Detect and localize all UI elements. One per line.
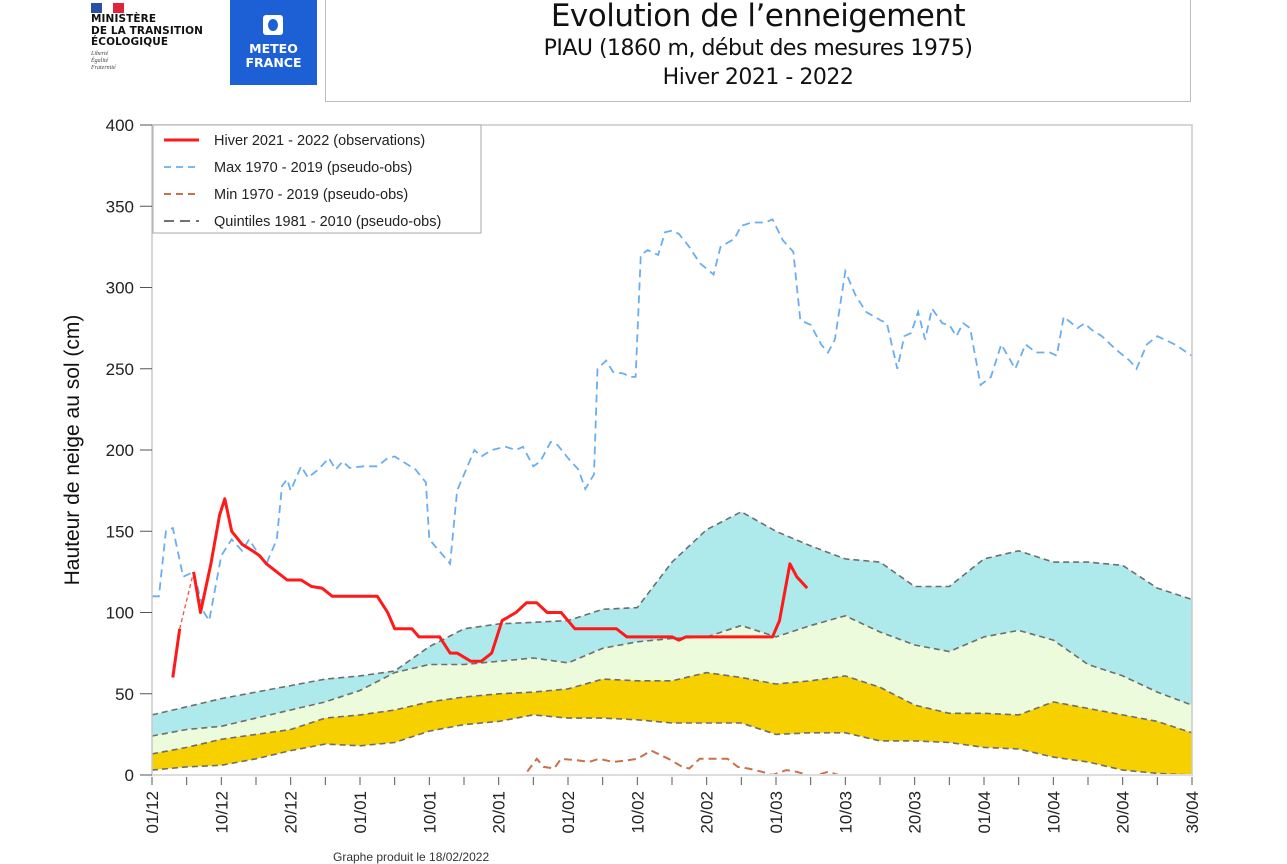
x-tick-label: 20/03 [906,791,925,834]
ministry-line-3: ÉCOLOGIQUE [91,36,169,48]
x-tick-label: 10/04 [1044,791,1063,834]
quintile-line-q80 [151,510,1193,716]
y-tick-label: 350 [106,197,134,216]
axes: 0 50 100 150 200 250 300 350 400 01/12 10/12 20/12 0… [106,116,1202,834]
x-tick-label: 10/03 [836,791,855,834]
band-q60-q80 [152,511,1192,736]
chart-title: Evolution de l’enneigement [550,0,966,34]
min-max-lines [152,218,1193,777]
observation-gap [179,571,195,629]
band-q20-q40 [152,672,1192,775]
y-tick-label: 400 [106,116,134,135]
legend: Hiver 2021 - 2022 (observations) Max 1970… [152,124,482,234]
ministry-line-2: DE LA TRANSITION [91,24,204,37]
y-tick-label: 150 [106,522,134,541]
y-tick-label: 250 [106,360,134,379]
legend-label-max: Max 1970 - 2019 (pseudo-obs) [214,160,412,176]
x-tick-label: 01/01 [351,791,370,834]
motto-line-1: Liberté [91,51,109,57]
chart-subtitle: PIAU (1860 m, début des mesures 1975) [543,36,973,61]
meteo-france-icon [263,15,283,35]
x-tick-label: 20/02 [698,791,717,834]
min-line [152,749,1192,777]
y-tick-label: 0 [125,766,134,785]
observation-segment [192,497,809,663]
motto-line-2: Égalité [91,58,109,64]
legend-label-observations: Hiver 2021 - 2022 (observations) [214,133,425,149]
x-tick-label: 01/04 [975,791,994,834]
x-tick-label: 20/04 [1114,791,1133,834]
y-tick-label: 50 [115,685,134,704]
observation-line [171,497,809,678]
meteo-logo-line-2: FRANCE [245,55,302,70]
x-tick-label: 20/01 [490,791,509,834]
y-tick-label: 300 [106,279,134,298]
y-axis-title: Hauteur de neige au sol (cm) [61,315,84,586]
ministry-line-1: MINISTÈRE [91,13,157,25]
x-tick-label: 10/01 [420,791,439,834]
legend-label-min: Min 1970 - 2019 (pseudo-obs) [214,187,408,203]
max-line [152,218,1193,623]
x-tick-label: 01/03 [767,791,786,834]
ministry-motto: Liberté Égalité Fraternité [91,51,116,72]
band-q40-q60 [152,615,1192,754]
quintile-line-q20 [151,714,1193,776]
meteo-france-logo: METEO FRANCE [230,0,317,85]
x-tick-label: 10/12 [212,791,231,834]
motto-line-3: Fraternité [91,65,116,71]
ministry-logo-text: MINISTÈRE DE LA TRANSITION ÉCOLOGIQUE [91,13,204,49]
legend-label-quintiles: Quintiles 1981 - 2010 (pseudo-obs) [214,214,441,230]
x-tick-label: 30/04 [1183,791,1202,834]
y-tick-label: 200 [106,441,134,460]
quintile-line-q40 [151,671,1193,755]
x-tick-label: 10/02 [628,791,647,834]
chart-title-box: Evolution de l’enneigement PIAU (1860 m,… [325,0,1191,102]
meteo-logo-line-1: METEO [249,41,298,56]
x-tick-label: 20/12 [282,791,301,834]
legend-box [152,124,482,234]
observation-segment [171,628,182,678]
chart-season: Hiver 2021 - 2022 [662,65,854,90]
quintile-bands [152,511,1192,775]
x-tick-label: 01/12 [143,791,162,834]
y-tick-label: 100 [106,604,134,623]
x-tick-label: 01/02 [559,791,578,834]
republique-flag-icon [91,0,125,13]
footer-note: Graphe produit le 18/02/2022 [333,850,490,864]
